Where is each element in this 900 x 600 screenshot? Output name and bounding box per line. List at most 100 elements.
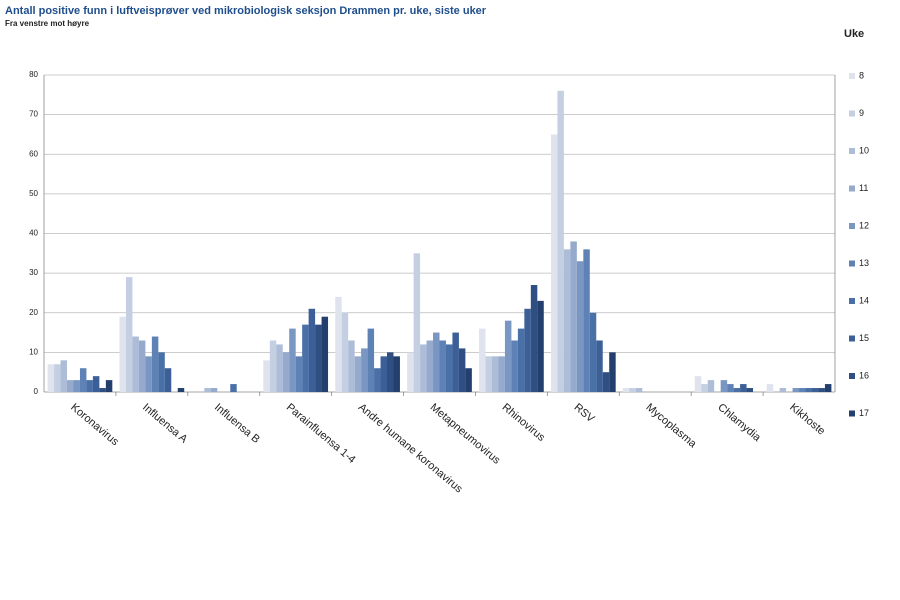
bar (210, 388, 218, 392)
bar (86, 380, 93, 392)
bar (733, 388, 741, 392)
bar (479, 328, 486, 392)
legend-label: 15 (859, 333, 869, 343)
bar (321, 316, 329, 392)
bar (818, 388, 825, 392)
bar (485, 356, 492, 392)
bar (504, 320, 512, 392)
bar (308, 308, 316, 392)
bar (295, 356, 303, 392)
bar (583, 249, 590, 392)
bar (465, 368, 472, 392)
bar (54, 364, 61, 392)
legend-label: 13 (859, 258, 869, 268)
y-tick-label: 60 (29, 149, 38, 158)
bar (204, 388, 211, 392)
bar (105, 380, 113, 392)
bar (452, 332, 459, 392)
bar (792, 388, 800, 392)
legend-swatch (849, 410, 855, 417)
legend-label: 11 (859, 183, 868, 193)
y-tick-label: 10 (29, 347, 38, 356)
bar (99, 388, 106, 392)
legend-swatch (849, 335, 855, 342)
bar (289, 328, 296, 392)
bar (420, 344, 427, 392)
bar (629, 388, 636, 392)
bar (740, 384, 747, 392)
legend-label: 12 (859, 220, 869, 230)
y-tick-label: 70 (29, 110, 38, 119)
bar (407, 352, 414, 392)
bar (151, 336, 159, 392)
bar (622, 388, 630, 392)
bar (335, 296, 342, 392)
bar (348, 340, 355, 392)
x-tick-label: Koronavirus (68, 401, 121, 448)
legend-swatch (849, 148, 855, 154)
bar (439, 340, 446, 392)
bar (609, 352, 616, 392)
bar (426, 340, 434, 392)
bar (302, 324, 309, 392)
bar (635, 388, 643, 392)
bar (766, 384, 774, 392)
bar (589, 312, 597, 392)
bar (47, 364, 55, 392)
bar (92, 376, 100, 392)
bar (380, 356, 388, 392)
bar (458, 348, 466, 392)
bar (524, 308, 531, 392)
bar (138, 340, 146, 392)
bar (276, 344, 283, 392)
bar (498, 356, 505, 392)
x-tick-label: Kikhoste (787, 401, 827, 437)
bar (602, 372, 610, 392)
x-tick-label: Parainfluensa 1-4 (284, 401, 358, 466)
x-tick-label: Metapneumovirus (428, 401, 503, 467)
bar (145, 356, 152, 392)
bar (60, 360, 68, 392)
bar (701, 384, 708, 392)
y-tick-label: 20 (29, 308, 38, 317)
bar (491, 356, 499, 392)
bar (799, 388, 806, 392)
legend-label: 9 (859, 108, 864, 118)
bar (746, 388, 754, 392)
bar (576, 261, 584, 392)
bar (511, 340, 518, 392)
legend-label: 17 (859, 408, 869, 418)
legend-label: 14 (859, 295, 869, 305)
bar (393, 356, 400, 392)
x-tick-label: RSV (572, 401, 598, 425)
legend-title: Uke (844, 28, 864, 40)
bar (361, 348, 368, 392)
y-tick-label: 50 (29, 189, 38, 198)
bar (125, 277, 133, 392)
bar (341, 312, 349, 392)
bar (779, 388, 787, 392)
bar (557, 90, 564, 392)
bar (230, 384, 237, 392)
bar (596, 340, 603, 392)
y-tick-label: 80 (29, 70, 38, 79)
bar (811, 388, 819, 392)
bar (132, 336, 139, 392)
bar (563, 249, 571, 392)
bar (537, 300, 544, 392)
bar (720, 380, 728, 392)
bar (119, 316, 126, 392)
x-tick-label: Rhinovirus (500, 401, 548, 444)
legend-swatch (849, 260, 855, 267)
bar (727, 384, 734, 392)
bar (694, 376, 702, 392)
x-tick-label: Influensa B (212, 401, 262, 446)
y-tick-label: 40 (29, 229, 38, 238)
bar (805, 388, 812, 392)
bar (177, 388, 185, 392)
bar (79, 368, 87, 392)
bar (387, 352, 394, 392)
bar (315, 324, 322, 392)
bar (570, 241, 577, 392)
